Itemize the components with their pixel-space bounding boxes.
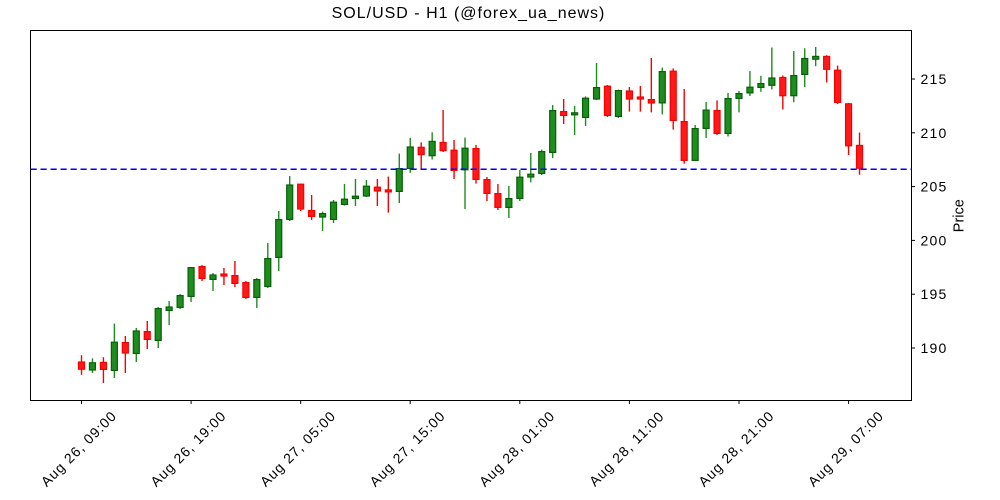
svg-text:Price: Price [952,199,968,232]
svg-text:205: 205 [921,179,948,195]
svg-text:200: 200 [921,232,948,248]
svg-text:195: 195 [921,286,948,302]
svg-text:190: 190 [921,340,948,356]
svg-text:210: 210 [921,125,948,141]
svg-text:SOL/USD - H1 (@forex_ua_news): SOL/USD - H1 (@forex_ua_news) [332,5,606,22]
svg-text:215: 215 [921,71,948,87]
